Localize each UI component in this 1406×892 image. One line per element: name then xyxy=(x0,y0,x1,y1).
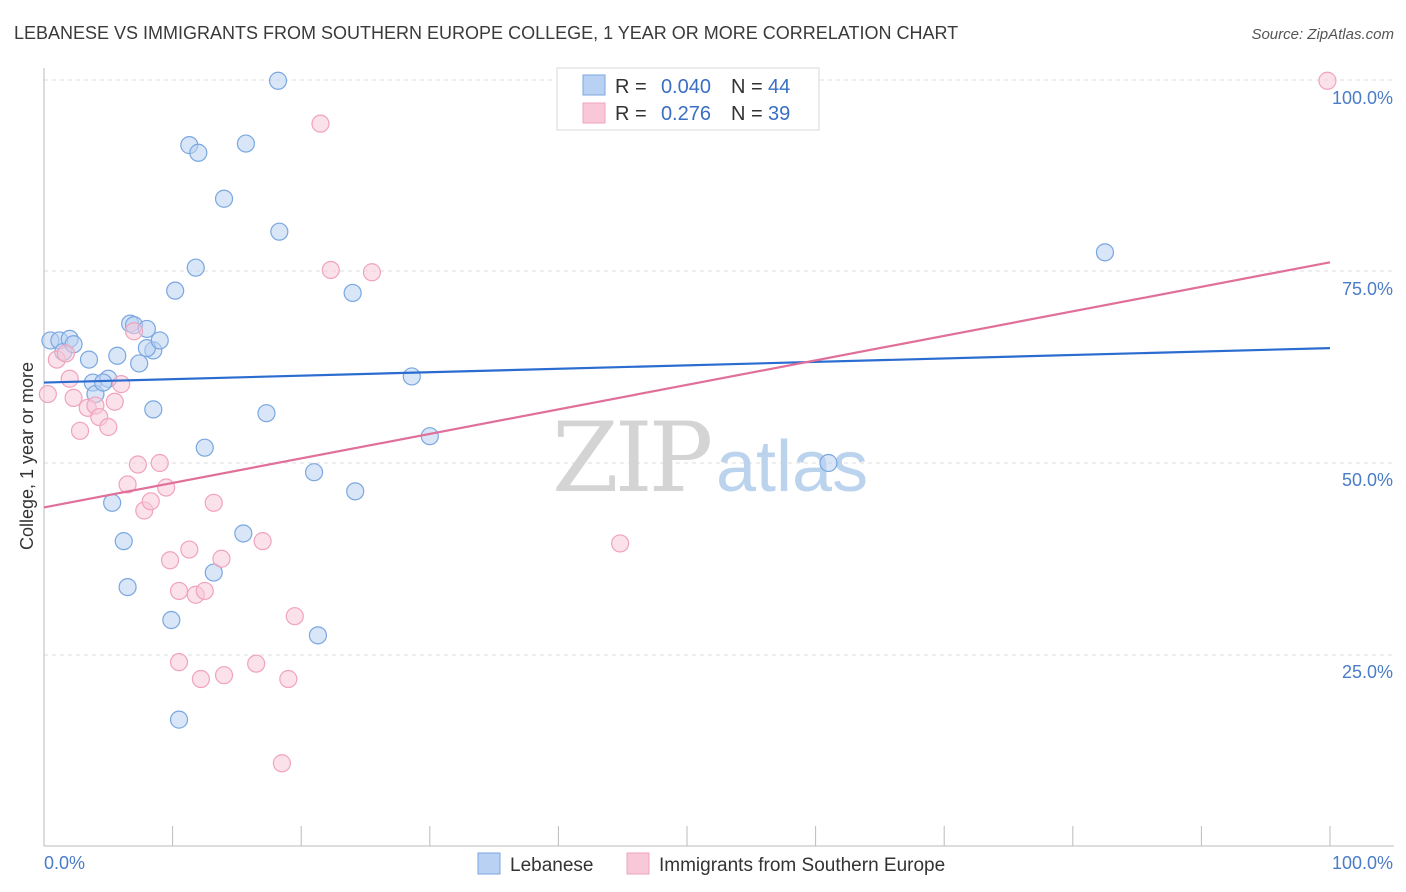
lebanese-point xyxy=(344,284,361,301)
series-legend: Lebanese Immigrants from Southern Europe xyxy=(478,853,945,876)
lebanese-point xyxy=(196,439,213,456)
legend-swatch-lebanese xyxy=(583,75,605,95)
southern-europe-point xyxy=(142,493,159,510)
x-ticks xyxy=(44,826,1330,846)
southern-europe-point xyxy=(158,479,175,496)
southern-europe-point xyxy=(171,654,188,671)
lebanese-point xyxy=(187,259,204,276)
southern-europe-point xyxy=(100,418,117,435)
y-tick-100: 100.0% xyxy=(1332,88,1393,108)
southern-europe-point xyxy=(39,386,56,403)
lebanese-point xyxy=(104,494,121,511)
lebanese-point xyxy=(403,368,420,385)
legend-n-label-2: N = xyxy=(731,103,763,125)
lebanese-point xyxy=(216,190,233,207)
southern-europe-point xyxy=(196,582,213,599)
legend-n-label-1: N = xyxy=(731,76,763,98)
southern-europe-point xyxy=(181,541,198,558)
southern-europe-point xyxy=(61,370,78,387)
southern-europe-point xyxy=(273,755,290,772)
lebanese-point xyxy=(309,627,326,644)
southern-europe-point xyxy=(205,494,222,511)
series-legend-swatch-southern-europe xyxy=(627,853,649,874)
x-tick-max: 100.0% xyxy=(1332,853,1393,873)
y-tick-75: 75.0% xyxy=(1342,279,1393,299)
y-tick-25: 25.0% xyxy=(1342,662,1393,682)
watermark-zip: ZIP xyxy=(552,402,711,514)
lebanese-point xyxy=(163,612,180,629)
southern-europe-point xyxy=(280,671,297,688)
legend-swatch-southern-europe xyxy=(583,103,605,123)
lebanese-point xyxy=(145,401,162,418)
southern-europe-point xyxy=(129,456,146,473)
lebanese-point xyxy=(306,464,323,481)
southern-europe-point xyxy=(254,533,271,550)
lebanese-point xyxy=(820,455,837,472)
legend-r-label-2: R = xyxy=(615,103,647,125)
lebanese-point xyxy=(81,351,98,368)
correlation-chart: LEBANESE VS IMMIGRANTS FROM SOUTHERN EUR… xyxy=(0,0,1406,892)
lebanese-point xyxy=(258,405,275,422)
lebanese-point xyxy=(167,282,184,299)
series-legend-label-southern-europe: Immigrants from Southern Europe xyxy=(659,855,945,876)
lebanese-point xyxy=(235,525,252,542)
chart-title: LEBANESE VS IMMIGRANTS FROM SOUTHERN EUR… xyxy=(14,23,958,43)
southern-europe-point xyxy=(162,552,179,569)
lebanese-point xyxy=(115,533,132,550)
southern-europe-point xyxy=(106,393,123,410)
southern-europe-point xyxy=(126,323,143,340)
southern-europe-point xyxy=(612,535,629,552)
lebanese-point xyxy=(131,355,148,372)
southern-europe-point xyxy=(113,376,130,393)
lebanese-point xyxy=(190,144,207,161)
y-tick-50: 50.0% xyxy=(1342,470,1393,490)
southern-europe-point xyxy=(322,261,339,278)
legend-r-label-1: R = xyxy=(615,76,647,98)
series-legend-label-lebanese: Lebanese xyxy=(510,855,593,876)
southern-europe-point xyxy=(65,389,82,406)
southern-europe-point xyxy=(72,422,89,439)
chart-source: Source: ZipAtlas.com xyxy=(1251,26,1394,43)
gridlines xyxy=(44,80,1394,655)
southern-europe-point xyxy=(171,582,188,599)
legend-n-value-2: 39 xyxy=(768,103,790,125)
legend-n-value-1: 44 xyxy=(768,76,790,98)
y-axis-label: College, 1 year or more xyxy=(17,362,37,550)
lebanese-point xyxy=(347,483,364,500)
x-tick-min: 0.0% xyxy=(44,853,85,873)
watermark-atlas: atlas xyxy=(716,427,868,507)
lebanese-point xyxy=(151,332,168,349)
southern-europe-point xyxy=(1319,72,1336,89)
southern-europe-point xyxy=(151,455,168,472)
southern-europe-point xyxy=(216,667,233,684)
lebanese-point xyxy=(119,579,136,596)
southern-europe-point xyxy=(248,655,265,672)
lebanese-point xyxy=(271,223,288,240)
legend-r-value-2: 0.276 xyxy=(661,103,711,125)
watermark: ZIP atlas xyxy=(552,402,868,514)
legend-r-value-1: 0.040 xyxy=(661,76,711,98)
lebanese-point xyxy=(109,347,126,364)
lebanese-point xyxy=(171,711,188,728)
southern-europe-point xyxy=(57,345,74,362)
lebanese-point xyxy=(1096,244,1113,261)
lebanese-point xyxy=(421,428,438,445)
lebanese-point xyxy=(270,72,287,89)
lebanese-point xyxy=(95,374,112,391)
southern-europe-point xyxy=(312,115,329,132)
lebanese-point xyxy=(237,135,254,152)
southern-europe-point xyxy=(213,550,230,567)
southern-europe-point xyxy=(363,264,380,281)
lebanese-trend-line xyxy=(44,348,1330,382)
stats-legend: R = 0.040 N = 44 R = 0.276 N = 39 xyxy=(557,68,819,130)
southern-europe-point xyxy=(286,608,303,625)
series-legend-swatch-lebanese xyxy=(478,853,500,874)
southern-europe-point xyxy=(192,671,209,688)
